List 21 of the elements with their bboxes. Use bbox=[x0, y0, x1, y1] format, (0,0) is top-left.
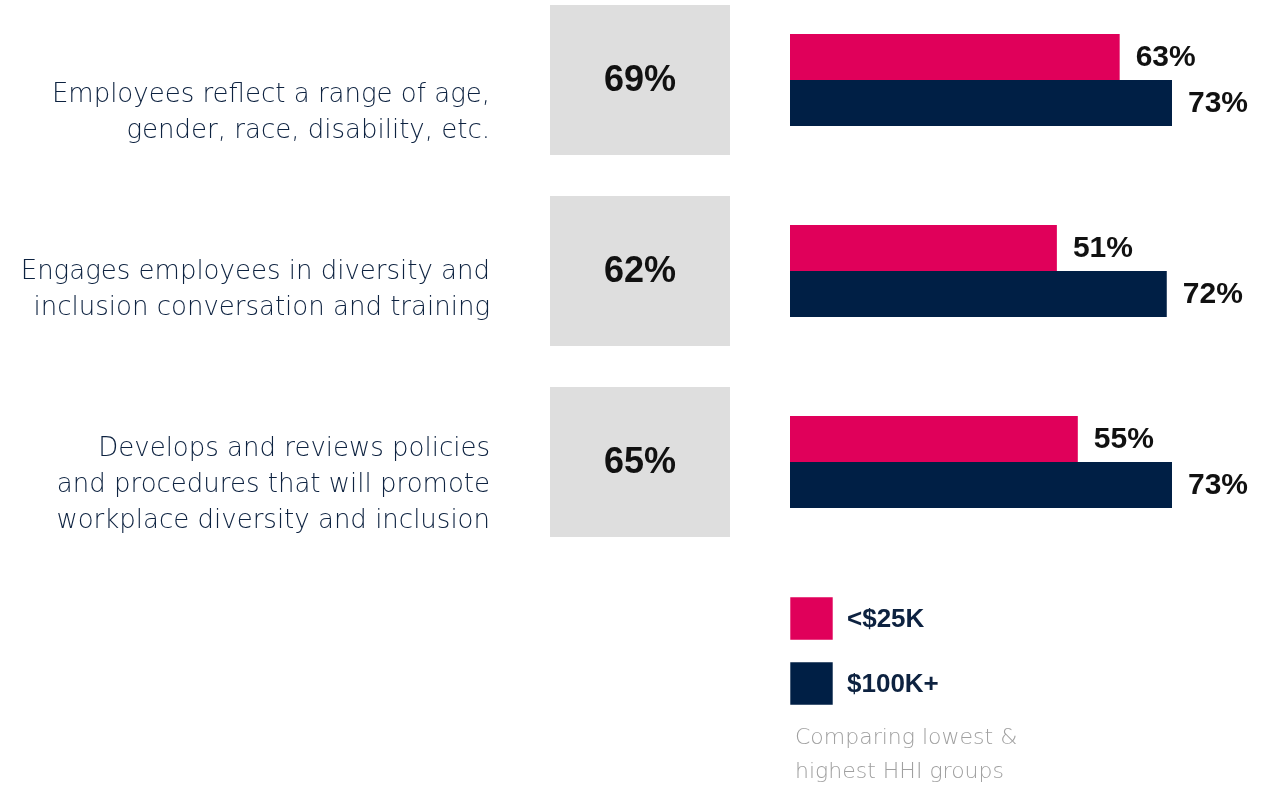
bar bbox=[790, 416, 1078, 463]
data-label: 73% bbox=[1188, 84, 1249, 118]
y-tick-label: Employees reflect a range of age, gender, race, disability, etc. bbox=[51, 77, 490, 144]
bar bbox=[790, 462, 1172, 509]
y-tick-label: Engages employees in diversity and inclusion conversation and training bbox=[20, 255, 490, 321]
data-label: 73% bbox=[1188, 467, 1249, 501]
text: 69% bbox=[603, 57, 677, 99]
bar bbox=[790, 271, 1167, 317]
data-label: 55% bbox=[1093, 421, 1154, 455]
text: 62% bbox=[603, 249, 677, 290]
data-label: 51% bbox=[1072, 230, 1133, 263]
legend-label: <$25K bbox=[847, 602, 925, 633]
bar bbox=[790, 33, 1120, 80]
text: 65% bbox=[603, 440, 677, 482]
data-label: 72% bbox=[1182, 276, 1243, 309]
bar bbox=[790, 225, 1057, 271]
y-tick-label: Develops and reviews policies and procedures that will promote workplace diversity and inclusion bbox=[56, 432, 490, 535]
legend-label: $100K+ bbox=[847, 667, 939, 698]
text: Comparing lowest & highest HHI groups bbox=[795, 724, 1018, 783]
bar bbox=[790, 79, 1172, 126]
data-label: 63% bbox=[1135, 38, 1196, 72]
